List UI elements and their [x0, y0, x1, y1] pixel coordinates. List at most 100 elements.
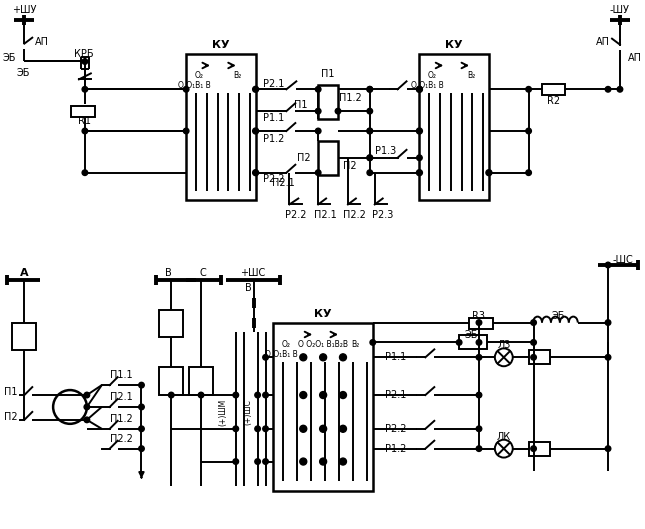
Circle shape [233, 393, 239, 398]
Text: В₂: В₂ [467, 71, 475, 80]
Circle shape [339, 425, 346, 432]
Circle shape [300, 391, 307, 398]
Text: В₂: В₂ [233, 71, 242, 80]
Text: О₂: О₂ [428, 71, 437, 80]
Circle shape [84, 417, 90, 423]
Circle shape [263, 354, 268, 360]
Text: П1: П1 [4, 387, 17, 397]
Circle shape [263, 426, 268, 432]
Circle shape [605, 320, 611, 325]
Text: В₂: В₂ [351, 340, 359, 349]
Circle shape [617, 87, 622, 92]
Text: Р1.3: Р1.3 [375, 146, 396, 156]
Text: О₂: О₂ [282, 340, 291, 349]
Circle shape [320, 354, 326, 361]
Circle shape [417, 87, 422, 92]
Circle shape [367, 170, 373, 176]
Bar [159, 309, 183, 338]
Text: П2: П2 [343, 161, 357, 171]
Text: О О₁В₁ В: О О₁В₁ В [178, 81, 210, 90]
Circle shape [82, 128, 88, 134]
Circle shape [476, 426, 482, 432]
Circle shape [315, 170, 321, 176]
Text: ЛК: ЛК [497, 432, 511, 442]
Circle shape [476, 354, 482, 360]
Circle shape [300, 458, 307, 465]
Text: С: С [200, 268, 206, 278]
Circle shape [531, 340, 537, 345]
Circle shape [335, 108, 341, 114]
Circle shape [486, 170, 492, 176]
Text: П2.2: П2.2 [343, 211, 366, 221]
Circle shape [315, 108, 321, 114]
Circle shape [476, 340, 482, 345]
Text: (+)ШС: (+)ШС [243, 399, 252, 425]
Circle shape [139, 404, 144, 410]
Circle shape [367, 128, 373, 134]
Text: П2.1: П2.1 [110, 392, 133, 402]
Circle shape [253, 86, 259, 92]
Circle shape [253, 170, 259, 176]
Circle shape [320, 458, 326, 465]
Circle shape [320, 391, 326, 398]
Text: П1.2: П1.2 [339, 93, 361, 103]
Circle shape [255, 459, 261, 464]
Circle shape [367, 155, 373, 161]
Text: ЭБ: ЭБ [551, 311, 565, 321]
Circle shape [300, 425, 307, 432]
Text: П2: П2 [4, 412, 17, 422]
Text: П2.1: П2.1 [313, 211, 337, 221]
Text: -ШС: -ШС [613, 255, 633, 265]
Text: О₂: О₂ [195, 71, 204, 80]
Bar [186, 53, 255, 200]
Circle shape [531, 320, 537, 325]
Text: АП: АП [628, 52, 642, 62]
Text: +ШС: +ШС [240, 268, 265, 278]
Text: П1.1: П1.1 [110, 370, 133, 380]
Circle shape [139, 446, 144, 451]
Circle shape [233, 426, 239, 432]
Text: R3: R3 [473, 311, 486, 321]
Bar [469, 317, 493, 329]
Circle shape [605, 262, 611, 268]
Circle shape [367, 128, 373, 134]
Bar [318, 85, 338, 119]
Bar [318, 141, 338, 175]
Bar [12, 323, 36, 350]
Circle shape [139, 382, 144, 388]
Circle shape [84, 393, 90, 398]
Text: В: В [245, 283, 252, 293]
Text: +ШУ: +ШУ [12, 5, 37, 15]
Circle shape [255, 426, 261, 432]
Circle shape [370, 340, 375, 345]
Circle shape [339, 458, 346, 465]
Circle shape [315, 87, 321, 92]
Circle shape [531, 354, 537, 360]
Text: Р2.2: Р2.2 [284, 211, 306, 221]
Text: Р1.2: Р1.2 [263, 134, 284, 144]
Text: П1: П1 [321, 69, 335, 79]
Text: О О₁В₁ В: О О₁В₁ В [265, 350, 298, 359]
Circle shape [526, 87, 531, 92]
Text: КУ: КУ [212, 40, 230, 50]
Bar [159, 367, 183, 395]
Circle shape [417, 86, 422, 92]
Circle shape [84, 404, 90, 410]
Circle shape [605, 446, 611, 451]
Text: Р2.1: Р2.1 [384, 390, 406, 400]
Text: О О₁В₁ В: О О₁В₁ В [411, 81, 444, 90]
Circle shape [457, 340, 462, 345]
Circle shape [367, 108, 373, 114]
Text: П1: П1 [293, 100, 307, 110]
Text: Р1.1: Р1.1 [263, 113, 284, 123]
Bar [529, 442, 550, 455]
Text: -ШУ: -ШУ [610, 5, 630, 15]
Circle shape [139, 426, 144, 432]
Circle shape [300, 354, 307, 361]
Bar [542, 84, 566, 95]
Circle shape [53, 390, 87, 424]
Circle shape [526, 170, 531, 176]
Circle shape [367, 87, 373, 92]
Circle shape [183, 87, 189, 92]
Circle shape [495, 440, 513, 458]
